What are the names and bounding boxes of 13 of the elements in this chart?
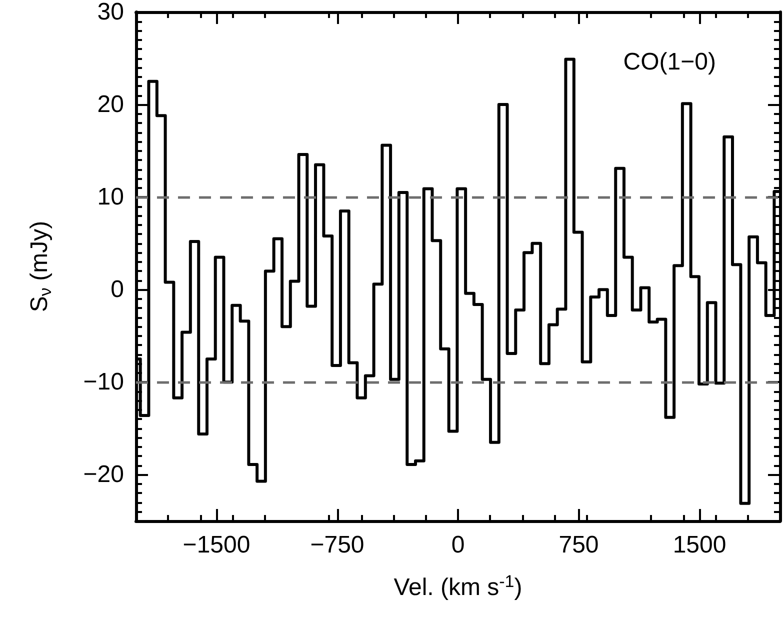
y-tick-label: 30 xyxy=(97,0,124,26)
y-tick-label: 20 xyxy=(97,91,124,118)
annotation: CO(1−0) xyxy=(623,48,716,76)
x-tick-label: −1500 xyxy=(182,532,250,558)
x-tick-label: −750 xyxy=(310,532,364,558)
y-tick-label: −10 xyxy=(83,368,124,396)
y-tick-label: 0 xyxy=(110,276,124,304)
x-tick-label: 1500 xyxy=(672,532,726,558)
y-axis-title: Sν (mJy) xyxy=(26,220,55,312)
y-tick-label: −20 xyxy=(83,461,124,488)
x-tick-label: 750 xyxy=(558,532,599,558)
x-tick-label: 0 xyxy=(451,532,465,558)
y-tick-label: 10 xyxy=(97,184,124,211)
